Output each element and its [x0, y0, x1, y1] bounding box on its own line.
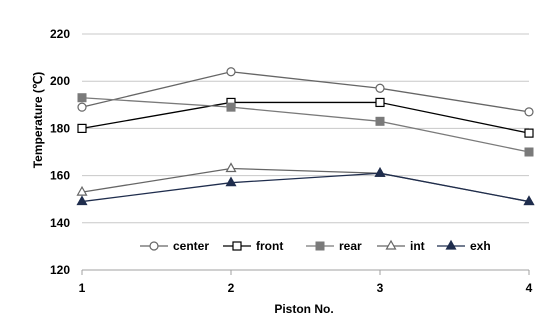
legend-item-int: int	[377, 239, 425, 253]
series-front	[77, 97, 534, 138]
x-tick-label-3: 3	[377, 281, 384, 295]
data-point-center-4	[524, 107, 534, 117]
data-point-rear-1	[77, 93, 87, 103]
y-axis-title: Temperature (℃)	[31, 72, 45, 169]
data-point-exh-3	[374, 167, 386, 177]
y-tick-label-140: 140	[50, 216, 70, 230]
series-exh	[76, 167, 535, 206]
data-point-exh-2	[225, 176, 237, 187]
y-tick-label-220: 220	[50, 27, 70, 41]
x-axis-title: Piston No.	[274, 302, 333, 316]
legend-marker-rear	[315, 241, 325, 251]
data-point-exh-1	[76, 195, 88, 206]
data-point-exh-4	[523, 195, 535, 206]
legend-label-exh: exh	[470, 239, 491, 253]
data-point-center-2	[226, 67, 236, 77]
legend: center front rear int exh	[140, 239, 491, 253]
data-point-rear-3	[375, 116, 385, 126]
legend-item-rear: rear	[306, 239, 362, 253]
data-point-int-1	[76, 185, 88, 196]
data-point-rear-4	[524, 147, 534, 157]
legend-marker-front	[232, 241, 242, 251]
data-point-front-1	[77, 123, 87, 134]
legend-item-center: center	[140, 239, 209, 253]
legend-item-front: front	[223, 239, 283, 253]
data-point-center-3	[375, 83, 385, 93]
series-line-rear	[81, 97, 530, 153]
series-center	[77, 67, 534, 117]
series-line-front	[81, 101, 530, 134]
series	[76, 67, 535, 206]
series-line-center	[81, 71, 530, 113]
data-point-front-3	[375, 97, 385, 108]
data-point-int-2	[225, 162, 237, 173]
x-tick-label-2: 2	[228, 281, 235, 295]
y-tick-label-120: 120	[50, 263, 70, 277]
series-line-exh	[81, 172, 530, 203]
data-point-rear-2	[226, 102, 236, 112]
x-tick-label-4: 4	[526, 281, 533, 295]
legend-marker-center	[149, 241, 159, 251]
legend-item-exh: exh	[437, 239, 491, 253]
legend-label-center: center	[173, 239, 209, 253]
gridlines	[82, 33, 529, 224]
y-tick-label-160: 160	[50, 169, 70, 183]
legend-marker-int	[385, 239, 397, 250]
legend-label-rear: rear	[339, 239, 362, 253]
legend-label-int: int	[410, 239, 425, 253]
data-point-center-1	[77, 102, 87, 112]
y-tick-label-200: 200	[50, 74, 70, 88]
x-tick-label-1: 1	[79, 281, 86, 295]
y-tick-label-180: 180	[50, 121, 70, 135]
legend-marker-exh	[445, 239, 457, 250]
series-rear	[77, 93, 534, 157]
axes: 120 140 160 180 200 220 1 2 3 4	[50, 27, 533, 295]
data-point-front-4	[524, 128, 534, 138]
legend-label-front: front	[256, 239, 283, 253]
